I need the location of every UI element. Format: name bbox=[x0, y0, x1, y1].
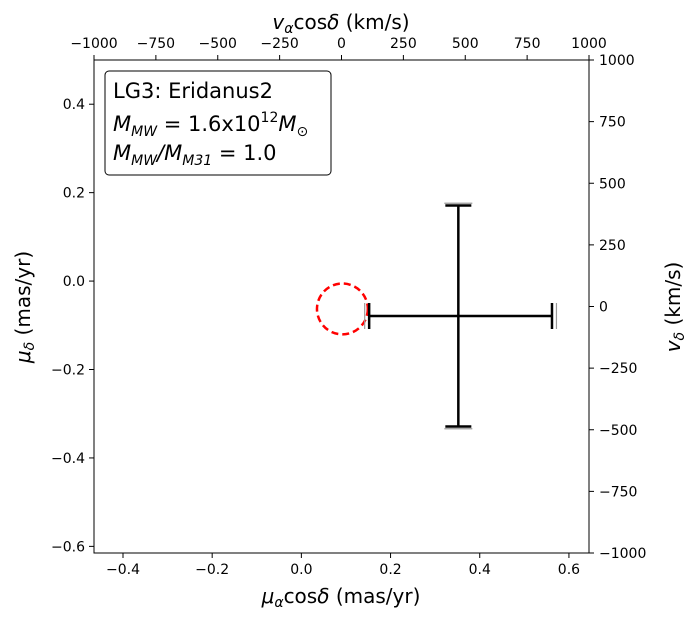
left-tick-label: −0.4 bbox=[51, 451, 85, 467]
top-tick-label: 500 bbox=[452, 36, 479, 52]
right-tick-label: 0 bbox=[599, 300, 608, 316]
top-tick-label: −750 bbox=[137, 36, 175, 52]
reference-circle bbox=[315, 282, 370, 336]
right-tick-label: 750 bbox=[599, 115, 626, 131]
right-tick-label: 1000 bbox=[599, 53, 635, 69]
top-tick-label: 0 bbox=[337, 36, 346, 52]
bottom-tick-label: 0.4 bbox=[469, 562, 491, 578]
top-axis-title: vαcosδ (km/s) bbox=[272, 10, 409, 37]
top-tick-label: −1000 bbox=[70, 36, 117, 52]
right-tick-label: −750 bbox=[599, 484, 637, 500]
bottom-tick-label: −0.2 bbox=[195, 562, 229, 578]
left-tick-label: −0.6 bbox=[51, 539, 85, 555]
right-axis-title: vδ (km/s) bbox=[661, 262, 688, 353]
left-tick-label: 0.2 bbox=[63, 186, 85, 202]
annotation-frame bbox=[104, 70, 332, 176]
left-tick-label: 0.4 bbox=[63, 97, 85, 113]
right-tick-label: −250 bbox=[599, 361, 637, 377]
top-tick-label: 750 bbox=[514, 36, 541, 52]
top-tick-label: 250 bbox=[390, 36, 417, 52]
right-tick-label: 250 bbox=[599, 238, 626, 254]
bottom-tick-label: −0.4 bbox=[106, 562, 140, 578]
top-tick-label: −500 bbox=[199, 36, 237, 52]
right-tick-label: −500 bbox=[599, 423, 637, 439]
right-tick-label: −1000 bbox=[599, 546, 646, 562]
left-tick-label: 0.0 bbox=[63, 274, 85, 290]
top-tick-label: 1000 bbox=[571, 36, 607, 52]
right-tick-label: 500 bbox=[599, 176, 626, 192]
bottom-tick-label: 0.0 bbox=[290, 562, 312, 578]
left-axis-title: μδ (mas/yr) bbox=[11, 251, 38, 364]
annotation-line-1: LG3: Eridanus2 bbox=[113, 79, 273, 103]
mark-layer bbox=[315, 202, 558, 430]
tick-layer: −0.4 −0.2 0.0 0.2 0.4 0.6 −0.6 −0.4 −0.2 0.0 0.2 0.… bbox=[51, 36, 646, 578]
bottom-tick-label: 0.2 bbox=[379, 562, 401, 578]
annotation-box: LG3: Eridanus2 MMW = 1.6x1012M⊙ MMW/MM31… bbox=[104, 70, 332, 176]
bottom-axis-title: μαcosδ (mas/yr) bbox=[261, 584, 421, 611]
left-tick-label: −0.2 bbox=[51, 363, 85, 379]
bottom-tick-label: 0.6 bbox=[558, 562, 580, 578]
top-tick-label: −250 bbox=[260, 36, 298, 52]
